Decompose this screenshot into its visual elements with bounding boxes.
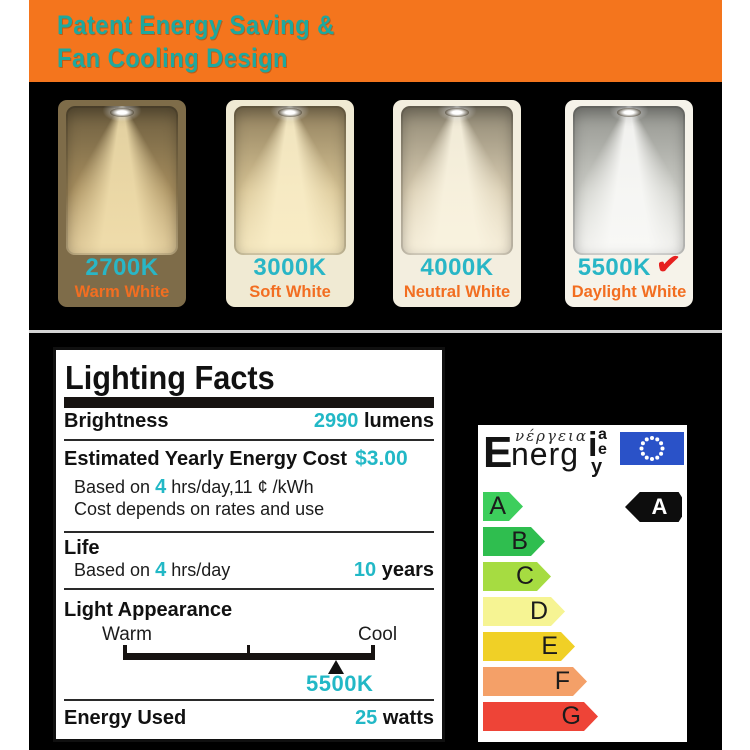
- temp-row: 4000K ✔: [393, 253, 521, 283]
- energy-suffix-y: y: [591, 456, 603, 478]
- temp-label: Daylight White: [571, 283, 687, 301]
- header-title: Patent Energy Saving & Fan Cooling Desig…: [57, 9, 335, 75]
- rating-row-c: C: [483, 562, 551, 591]
- energy-used-row: Energy Used 25 watts: [64, 707, 434, 730]
- rating-row-f: F: [483, 667, 587, 696]
- content-area: Patent Energy Saving & Fan Cooling Desig…: [29, 0, 722, 750]
- cost-row: Estimated Yearly Energy Cost $3.00: [64, 447, 434, 471]
- facts-title: Lighting Facts: [65, 359, 275, 396]
- temp-row: 5500K ✔: [565, 247, 693, 283]
- life-value: 10 years: [353, 559, 434, 581]
- brightness-row: Brightness 2990 lumens: [64, 410, 434, 433]
- spotlight-icon: [617, 108, 641, 117]
- cost-note-1: Based on 4 hrs/day,11 ¢ /kWh: [74, 476, 314, 498]
- energy-used-value: 25 watts: [355, 707, 434, 729]
- rating-row-a: A: [483, 492, 523, 521]
- scale-bar: [123, 645, 375, 660]
- appearance-scale: Warm Cool: [64, 620, 434, 680]
- rating-badge: A: [625, 492, 682, 522]
- light-window: [573, 106, 685, 255]
- rating-row-d: D: [483, 597, 565, 626]
- lighting-facts-card: Lighting Facts Brightness 2990 lumens Es…: [53, 347, 445, 742]
- energy-suffix-i: i: [588, 426, 598, 464]
- check-icon: ✔: [654, 247, 682, 282]
- scale-marker: [328, 660, 344, 674]
- header-line1: Patent Energy Saving &: [57, 10, 335, 40]
- temp-label: Neutral White: [403, 283, 511, 301]
- spotlight-icon: [445, 108, 469, 117]
- temp-row: 3000K ✔: [226, 253, 354, 283]
- eu-flag-icon: [620, 432, 684, 465]
- temp-value: 5500K: [577, 254, 651, 281]
- rule: [64, 439, 434, 441]
- temp-label: Warm White: [74, 283, 170, 301]
- energy-wordmark-rest: nerg: [511, 436, 580, 472]
- light-window: [234, 106, 346, 255]
- rule: [64, 588, 434, 590]
- spotlight-icon: [278, 108, 302, 117]
- life-note: Based on 4 hrs/day: [74, 559, 231, 581]
- temp-value: 2700K: [85, 254, 159, 281]
- temp-value: 4000K: [420, 254, 494, 281]
- cost-value: $3.00: [355, 447, 408, 470]
- energy-suffix-e: e: [598, 441, 607, 458]
- swatch-5500k: 5500K ✔ Daylight White: [565, 100, 693, 307]
- rating-row-e: E: [483, 632, 575, 661]
- rating-row-g: G: [483, 702, 598, 731]
- warm-label: Warm: [102, 624, 152, 645]
- energy-used-label: Energy Used: [64, 707, 187, 729]
- brightness-label: Brightness: [64, 410, 169, 432]
- life-label: Life: [64, 537, 100, 559]
- tick-right: [371, 645, 375, 660]
- energy-wordmark-e: E: [483, 428, 513, 477]
- rating-row-b: B: [483, 527, 545, 556]
- life-row: Based on 4 hrs/day 10 years: [64, 559, 434, 582]
- energy-suffix-a: a: [598, 426, 607, 443]
- facts-title-bar: [64, 397, 434, 408]
- rule: [64, 531, 434, 533]
- light-window: [401, 106, 513, 255]
- kelvin-value: 5500K: [306, 671, 374, 696]
- cool-label: Cool: [358, 624, 398, 645]
- appearance-label: Light Appearance: [64, 599, 233, 621]
- brightness-value: 2990 lumens: [313, 410, 434, 432]
- header-line2: Fan Cooling Design: [57, 43, 288, 73]
- header-banner: Patent Energy Saving & Fan Cooling Desig…: [29, 0, 722, 82]
- temp-label: Soft White: [249, 283, 331, 301]
- temp-value: 3000K: [253, 254, 327, 281]
- eu-energy-label: E νέργεια nerg i a e y A B C D E F G: [478, 425, 687, 742]
- tick-left: [123, 645, 127, 660]
- cost-note-2: Cost depends on rates and use: [74, 499, 325, 519]
- swatch-3000k: 3000K ✔ Soft White: [226, 100, 354, 307]
- section-divider: [29, 330, 722, 333]
- temp-row: 2700K ✔: [58, 253, 186, 283]
- swatch-2700k: 2700K ✔ Warm White: [58, 100, 186, 307]
- rule: [64, 699, 434, 701]
- energy-wordmark-greek: νέργεια: [515, 427, 589, 445]
- swatch-4000k: 4000K ✔ Neutral White: [393, 100, 521, 307]
- spotlight-icon: [110, 108, 134, 117]
- cost-label: Estimated Yearly Energy Cost: [64, 448, 348, 470]
- tick-mid: [247, 645, 250, 653]
- light-window: [66, 106, 178, 255]
